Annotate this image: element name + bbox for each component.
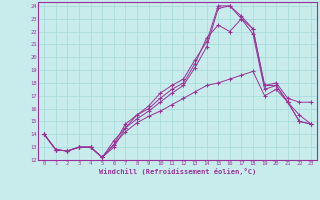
X-axis label: Windchill (Refroidissement éolien,°C): Windchill (Refroidissement éolien,°C) [99,168,256,175]
